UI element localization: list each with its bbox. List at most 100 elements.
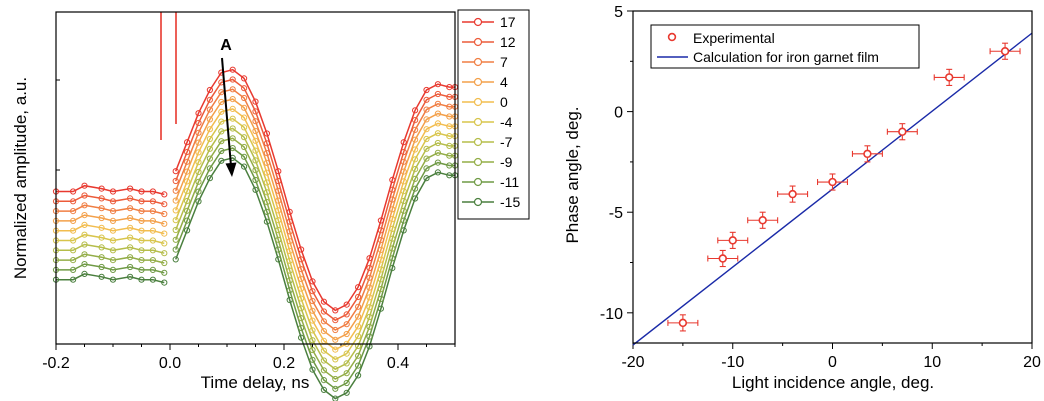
data-point bbox=[195, 149, 202, 156]
data-point bbox=[172, 226, 179, 234]
series-4 bbox=[52, 96, 459, 343]
data-point bbox=[366, 274, 373, 281]
data-point bbox=[309, 278, 316, 285]
left-x-tick-label: 0.4 bbox=[387, 355, 409, 372]
data-point bbox=[218, 138, 225, 145]
series-line bbox=[175, 117, 455, 361]
data-point bbox=[309, 317, 316, 324]
data-point bbox=[366, 284, 373, 291]
data-point bbox=[195, 110, 202, 117]
data-point bbox=[343, 311, 350, 318]
data-marker bbox=[898, 127, 907, 136]
data-point bbox=[218, 157, 225, 164]
data-point bbox=[172, 168, 179, 175]
data-point bbox=[252, 127, 259, 135]
data-point bbox=[138, 247, 145, 254]
data-point bbox=[195, 168, 202, 176]
data-point bbox=[343, 301, 350, 308]
data-point bbox=[161, 279, 168, 286]
data-point bbox=[195, 178, 202, 185]
series-12 bbox=[52, 76, 459, 324]
data-point bbox=[149, 266, 156, 273]
data-point bbox=[138, 266, 145, 273]
data-point bbox=[423, 96, 430, 103]
data-point bbox=[81, 251, 88, 258]
data-point bbox=[816, 173, 849, 191]
data-point bbox=[332, 375, 339, 383]
data-point bbox=[400, 139, 407, 146]
data-point bbox=[423, 145, 430, 152]
data-point bbox=[933, 68, 965, 86]
data-point bbox=[298, 285, 305, 292]
series-line bbox=[56, 243, 165, 254]
data-point bbox=[218, 118, 225, 125]
data-point bbox=[446, 172, 453, 179]
data-point bbox=[252, 137, 259, 144]
data-point bbox=[206, 165, 213, 172]
data-point bbox=[320, 298, 327, 305]
data-point bbox=[127, 185, 134, 192]
series--9 bbox=[52, 135, 459, 383]
data-point bbox=[229, 96, 236, 103]
right-chart: -20 -10 0 10 20 -10 -5 0 5 Light incidence angle… bbox=[563, 4, 1041, 392]
data-point bbox=[332, 326, 339, 334]
data-marker bbox=[718, 254, 727, 263]
left-x-tick-labels: -0.2 0.0 0.2 0.4 bbox=[42, 355, 409, 372]
data-point bbox=[98, 224, 105, 231]
data-point bbox=[309, 346, 316, 354]
data-point bbox=[70, 198, 77, 205]
data-point bbox=[241, 153, 248, 160]
data-point bbox=[886, 123, 918, 141]
data-point bbox=[98, 254, 105, 261]
data-point bbox=[423, 175, 430, 182]
series--4 bbox=[52, 115, 459, 363]
data-point bbox=[851, 145, 883, 163]
right-y-tick-label: 0 bbox=[614, 105, 623, 122]
data-point bbox=[298, 275, 305, 282]
data-point bbox=[252, 157, 259, 164]
data-point bbox=[320, 318, 327, 325]
data-point bbox=[355, 352, 362, 359]
data-point bbox=[81, 192, 88, 199]
data-point bbox=[332, 366, 339, 373]
data-point bbox=[70, 208, 77, 215]
data-point bbox=[70, 266, 77, 273]
data-point bbox=[98, 273, 105, 280]
data-point bbox=[412, 175, 419, 182]
data-point bbox=[218, 108, 225, 115]
data-point bbox=[127, 273, 134, 280]
legend-label: 17 bbox=[500, 14, 516, 30]
data-point bbox=[343, 379, 350, 387]
data-point bbox=[218, 147, 225, 155]
data-point bbox=[109, 266, 117, 273]
legend-label: 12 bbox=[500, 34, 516, 50]
data-point bbox=[423, 106, 430, 113]
right-x-tick-label: -10 bbox=[721, 354, 744, 371]
data-point bbox=[309, 288, 316, 295]
right-y-tick-label: -5 bbox=[609, 205, 623, 222]
series-line bbox=[56, 233, 165, 245]
data-point bbox=[229, 115, 236, 122]
data-point bbox=[320, 328, 327, 335]
data-point bbox=[434, 130, 441, 137]
data-point bbox=[161, 240, 168, 247]
data-point bbox=[195, 139, 202, 146]
data-point bbox=[109, 237, 117, 244]
data-point bbox=[667, 314, 699, 332]
data-point bbox=[127, 254, 134, 261]
data-point bbox=[332, 346, 339, 353]
data-point bbox=[446, 103, 453, 110]
data-point bbox=[446, 123, 453, 130]
data-point bbox=[195, 198, 202, 205]
data-point bbox=[195, 119, 202, 127]
series-line bbox=[175, 98, 455, 341]
data-point bbox=[298, 246, 305, 253]
data-point bbox=[241, 163, 248, 170]
data-point bbox=[149, 257, 156, 264]
data-point bbox=[184, 197, 191, 205]
series-line bbox=[56, 194, 165, 205]
data-point bbox=[412, 107, 419, 114]
data-point bbox=[206, 155, 213, 162]
data-point bbox=[206, 145, 213, 152]
annotation-arrow-a: A bbox=[220, 37, 237, 177]
